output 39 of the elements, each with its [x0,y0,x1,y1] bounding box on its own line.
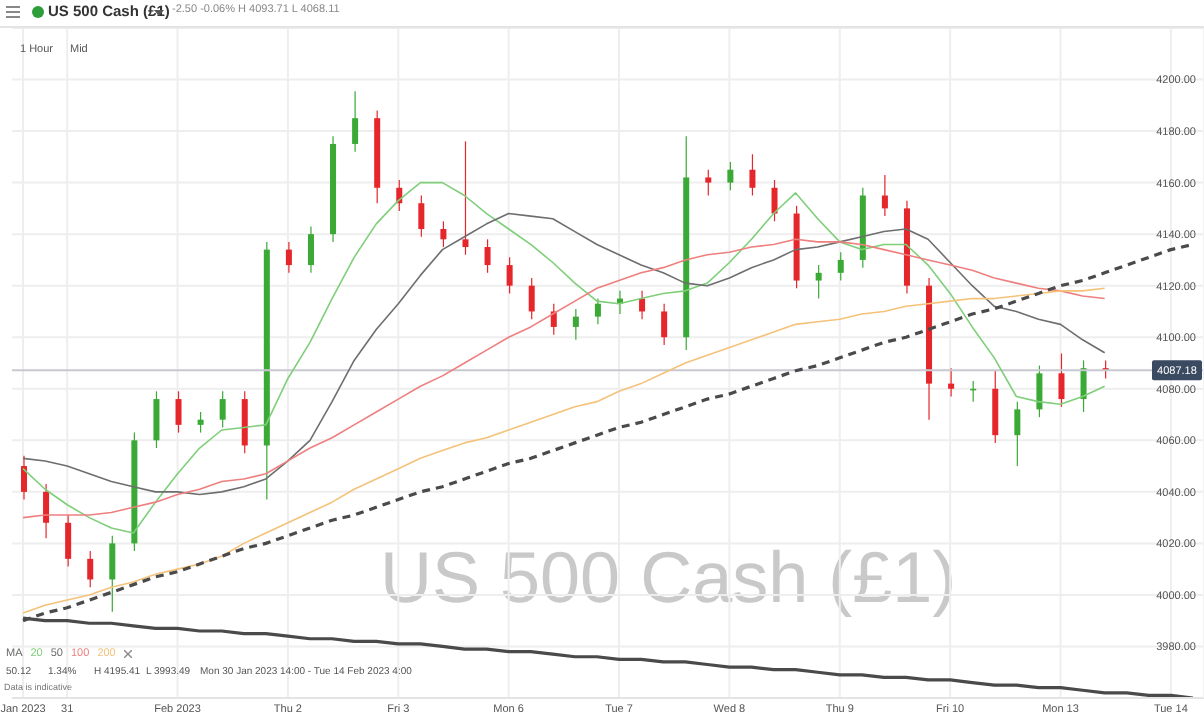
candlestick [948,367,955,398]
candlestick [594,297,601,325]
candlestick [197,411,204,434]
candlestick [109,535,116,613]
candlestick [528,277,535,320]
candlestick [771,179,778,222]
candlestick [87,550,94,588]
line-series [22,181,1106,534]
candlestick [749,153,756,197]
candlestick [815,264,822,300]
candlestick [881,174,888,217]
candlestick [661,303,668,346]
candlestick [727,161,734,191]
candlestick [153,390,160,449]
candlestick [705,169,712,197]
candlestick [285,241,292,274]
candlestick [992,370,999,444]
candlestick [241,390,248,454]
candlestick [440,220,447,248]
candlestick [484,238,491,274]
candlestick [43,483,50,539]
candlestick [219,390,226,429]
candlestick [21,455,27,501]
candlestick [462,140,469,256]
candlestick [1036,364,1043,418]
candlestick [1014,401,1021,467]
candlestick [65,514,72,568]
candlestick [175,390,182,434]
candlestick [307,225,314,274]
line-series [22,212,1106,496]
candlestick [352,90,359,153]
candlestick [418,194,425,238]
candlestick [506,256,513,295]
candlestick [550,303,557,336]
candlestick [572,308,579,341]
candlestick [639,290,646,320]
candlestick [1058,352,1065,408]
candlestick [837,251,844,282]
line-series [22,287,1106,614]
